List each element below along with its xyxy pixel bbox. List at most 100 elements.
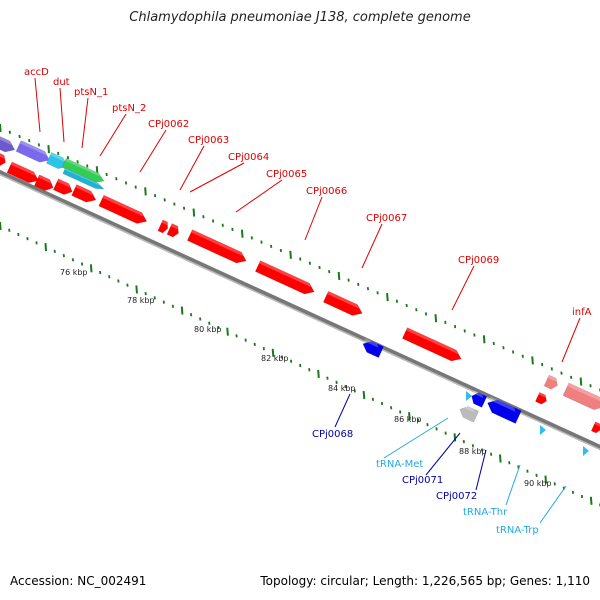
leader-line <box>235 179 283 213</box>
forward-gene-arrow-shape <box>401 327 462 362</box>
forward-gene-arrow-shape <box>186 229 247 264</box>
gene-label-CPj0066: CPj0066 <box>306 186 347 197</box>
forward-gene-arrow <box>535 392 547 405</box>
leader-line <box>475 449 487 491</box>
pseudo-gene-arrow-highlight <box>461 403 474 413</box>
forward-gene-arrow-highlight <box>10 161 36 176</box>
leader-line <box>99 113 127 157</box>
label-leader-lines <box>34 77 581 524</box>
gene-infA-neighbor-arrow-highlight <box>567 382 600 402</box>
outer-tick-mark <box>337 271 341 280</box>
gene-ptsN-2-arrow <box>61 157 105 183</box>
forward-gene-arrow <box>157 219 168 234</box>
forward-gene-arrow-shape <box>52 178 73 195</box>
gene-accD-arrow-shape <box>0 132 16 153</box>
leader-line <box>179 145 205 191</box>
gene-CPj0072-arrow-shape <box>487 399 522 424</box>
outer-tick-mark <box>289 250 292 259</box>
inner-tick-mark <box>499 454 502 463</box>
forward-gene-arrow <box>254 260 315 295</box>
gene-label-tRNA-Met: tRNA-Met <box>376 459 423 470</box>
forward-gene-arrow-highlight <box>102 195 144 217</box>
scale-label-90kbp: 90 kbp <box>524 479 552 488</box>
gene-infA-arrow <box>543 374 558 390</box>
pseudo-gene-arrow-shape <box>459 406 480 423</box>
inner-tick-mark <box>408 412 411 421</box>
gene-dut-arrow-highlight <box>19 140 47 156</box>
pseudo-gene-arrow <box>459 403 480 423</box>
gene-ptsN-2-sub-arrow-shape <box>62 167 105 190</box>
gene-dut-arrow <box>15 140 50 163</box>
forward-gene-arrow-highlight <box>57 178 70 188</box>
gene-label-tRNA-Trp: tRNA-Trp <box>496 525 539 536</box>
scale-label-88kbp: 88 kbp <box>459 447 487 456</box>
leader-line <box>304 196 323 241</box>
inner-tick-mark <box>0 221 2 231</box>
forward-gene-arrow-highlight <box>594 421 600 427</box>
forward-gene-arrow-shape <box>254 260 315 295</box>
scale-label-80kbp: 80 kbp <box>194 325 222 334</box>
gene-CPj0071-arrow-shape <box>471 392 488 408</box>
outer-tick-mark <box>0 123 2 133</box>
gene-accD-arrow <box>0 132 16 153</box>
gene-label-ptsN-2: ptsN_2 <box>112 103 146 114</box>
gene-infA-arrow-shape <box>543 374 558 390</box>
forward-gene-arrow-highlight <box>75 184 93 196</box>
gene-label-accD: accD <box>24 67 49 78</box>
outer-tick-mark <box>144 187 147 196</box>
outer-tick-mark <box>531 356 534 365</box>
gene-ptsN-2-arrow-highlight <box>65 158 101 177</box>
forward-gene-arrow <box>322 290 363 316</box>
leader-line <box>34 77 41 133</box>
forward-gene-arrow-highlight <box>161 219 168 226</box>
gene-ptsN-2-sub-arrow <box>62 167 105 190</box>
forward-gene-arrow-highlight <box>538 392 546 398</box>
inner-tick-mark <box>317 369 320 379</box>
leader-line <box>425 432 461 476</box>
outer-tick-mark <box>192 208 196 217</box>
outer-tick-mark <box>240 229 244 238</box>
scale-label-86kbp: 86 kbp <box>394 415 422 424</box>
gene-CPj0071-arrow <box>471 390 488 408</box>
forward-gene-arrow-highlight <box>406 327 459 355</box>
inner-tick-mark <box>44 243 48 252</box>
forward-gene-arrow-highlight <box>327 291 360 309</box>
outer-tick-mark <box>47 145 50 154</box>
gene-CPj0071-arrow-highlight <box>472 390 483 398</box>
forward-gene-arrow <box>0 151 6 167</box>
gene-features <box>0 132 600 456</box>
forward-gene-arrow-shape <box>157 219 168 234</box>
inner-tick-mark <box>226 327 229 336</box>
leader-line <box>59 87 65 143</box>
forward-gene-arrow <box>33 174 54 191</box>
forward-gene-arrow-shape <box>535 392 547 405</box>
scale-label-78kbp: 78 kbp <box>127 296 155 305</box>
leader-line <box>139 129 167 173</box>
forward-gene-arrow-shape <box>590 421 600 434</box>
forward-gene-arrow <box>71 184 97 203</box>
gene-ptsN-2-sub-arrow-highlight <box>64 168 101 186</box>
forward-gene-arrow <box>166 223 179 238</box>
leader-line <box>383 417 449 459</box>
leader-line <box>561 317 581 363</box>
gene-infA-arrow-highlight <box>547 375 557 382</box>
gene-accD-arrow-highlight <box>0 132 12 146</box>
forward-gene-arrow <box>98 194 148 224</box>
gene-infA-neighbor-arrow-shape <box>562 382 600 411</box>
inner-tick-mark <box>271 348 275 357</box>
leader-line <box>539 485 567 524</box>
forward-gene-arrow <box>590 421 600 434</box>
gene-CPj0068-arrow <box>362 338 384 358</box>
inner-tick-mark <box>589 496 593 505</box>
forward-gene-arrow-highlight <box>0 152 5 159</box>
forward-gene-arrow-shape <box>322 290 363 316</box>
gene-CPj0072-arrow <box>487 396 522 424</box>
forward-gene-arrow-highlight <box>38 174 51 184</box>
forward-gene-arrow-shape <box>33 174 54 191</box>
scale-label-82kbp: 82 kbp <box>261 354 289 363</box>
leader-line <box>81 97 89 149</box>
gene-label-CPj0064: CPj0064 <box>228 152 269 163</box>
genome-summary-label: Topology: circular; Length: 1,226,565 bp… <box>260 574 590 588</box>
gene-label-tRNA-Thr: tRNA-Thr <box>463 507 508 518</box>
